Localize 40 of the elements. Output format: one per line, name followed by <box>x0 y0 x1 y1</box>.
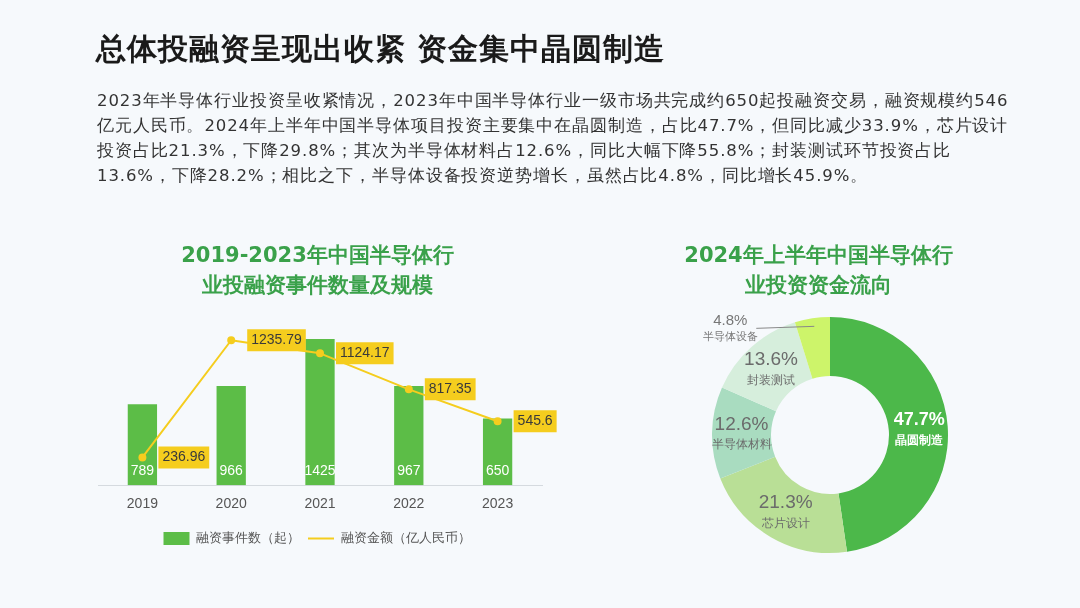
data-label: 789 <box>130 462 155 479</box>
bar <box>216 386 246 486</box>
slice-label: 晶圆制造 <box>895 432 945 447</box>
data-label: 967 <box>397 462 421 479</box>
data-label: 817.35 <box>428 380 472 397</box>
text: 2023年半导体行业投资呈收紧情况，2023年中国半导体行业一级市场共完成约650起投融资交易，融资规模约546亿元人民币。2024年上半年中国半导体项目投资主要集中在晶圆制造，占比47.7%，但同比减少33.9%，芯片设计投资占比21.3%，下降29.8%；其次为半导体材料占12.6%，同比大幅下降55.8%；封装测试环节投资占比13.6%，下降28.2%；相比之下，半导体设备投资逆势增长，虽然占比4.8%，同比增长45.9%。 <box>97 90 1010 187</box>
point <box>138 453 147 462</box>
data-label: 4.8% <box>713 311 748 329</box>
point <box>493 417 502 426</box>
text: 总体投融资呈现出收紧 资金集中晶圆制造 <box>96 31 666 67</box>
chart-title: 2024年上半年中国半导体行业投资资金流向 <box>683 242 954 299</box>
x-tick-label: 2023 <box>482 495 514 512</box>
x-tick-label: 2021 <box>304 495 336 512</box>
x-tick-label: 2022 <box>393 495 425 512</box>
point <box>227 336 236 345</box>
legend-label: 融资金额（亿人民币） <box>340 530 471 546</box>
data-label: 650 <box>485 462 510 479</box>
data-label: 236.96 <box>162 448 206 465</box>
data-label: 545.6 <box>517 412 553 429</box>
data-label: 1235.79 <box>251 331 303 348</box>
legend-label: 融资事件数（起） <box>196 530 300 546</box>
data-label: 12.6% <box>714 412 769 434</box>
data-label: 1124.17 <box>340 344 390 361</box>
bar <box>305 338 335 486</box>
data-label: 1425 <box>304 462 336 479</box>
point <box>404 385 413 394</box>
slice-label: 封装测试 <box>747 373 796 388</box>
data-label: 966 <box>219 462 244 479</box>
data-label: 47.7% <box>893 408 945 429</box>
data-label: 13.6% <box>744 348 799 370</box>
chart-title: 2019-2023年中国半导体行业投融资事件数量及规模 <box>180 242 455 299</box>
slice-label: 半导体材料 <box>711 437 772 452</box>
x-tick-label: 2019 <box>126 495 159 512</box>
point <box>316 349 324 358</box>
bar <box>394 385 424 486</box>
bar <box>127 404 158 486</box>
slice-label: 半导体设备 <box>702 330 758 344</box>
slice-label: 芯片设计 <box>760 515 810 530</box>
x-tick-label: 2020 <box>215 495 247 512</box>
data-label: 21.3% <box>758 490 813 512</box>
